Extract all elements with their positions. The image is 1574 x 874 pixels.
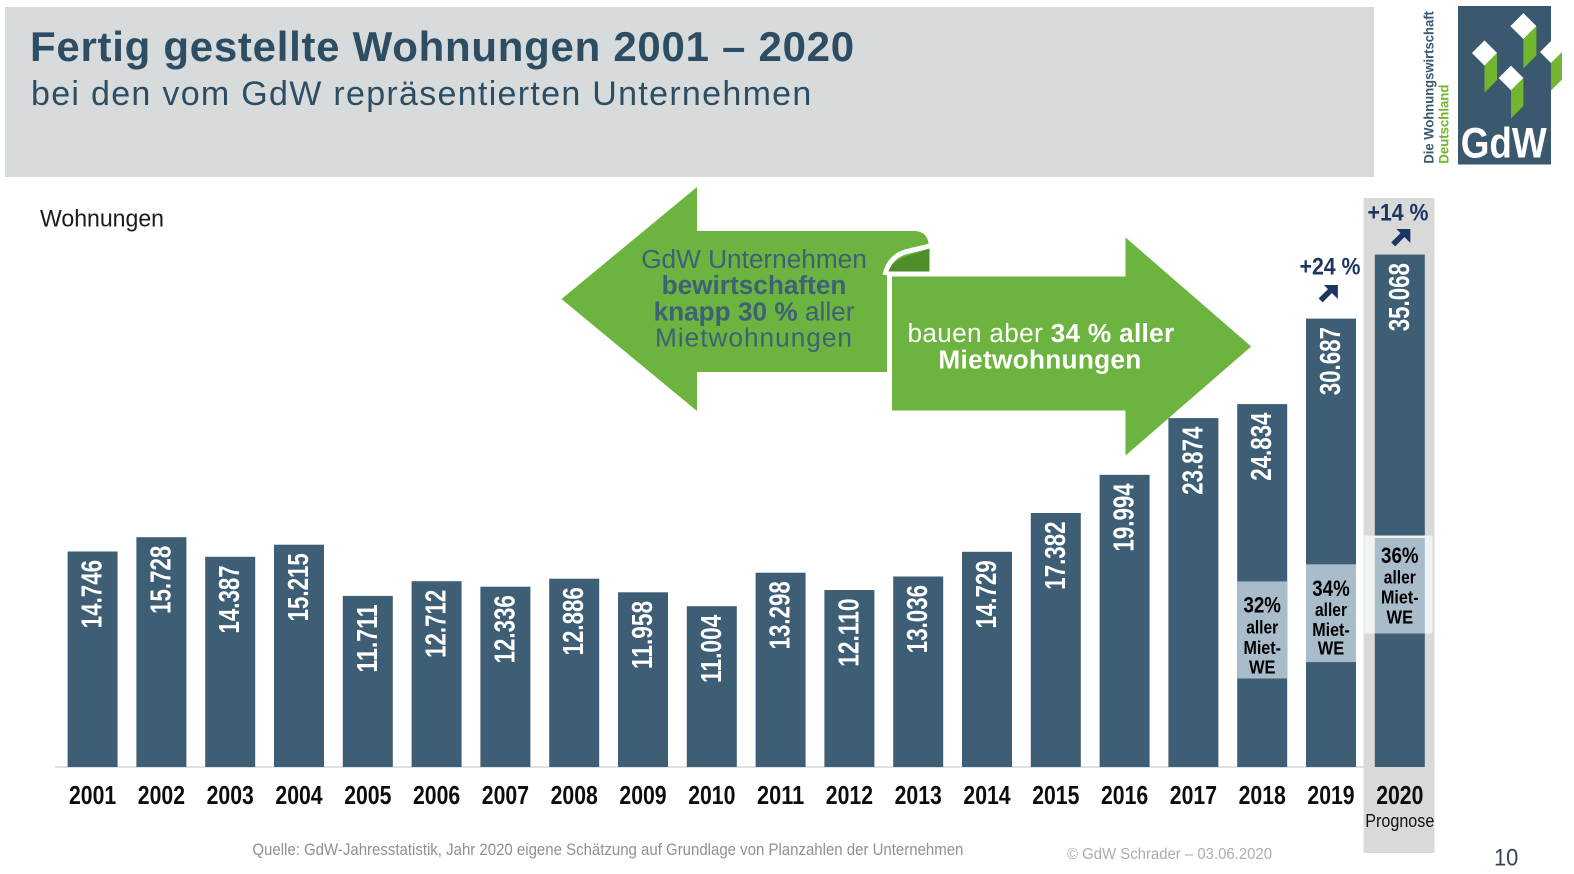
svg-text:2016: 2016 — [1101, 782, 1148, 810]
svg-text:2003: 2003 — [207, 782, 254, 810]
svg-text:30.687: 30.687 — [1315, 327, 1347, 395]
svg-text:12.336: 12.336 — [489, 595, 521, 663]
svg-text:GdW: GdW — [1461, 121, 1548, 168]
svg-text:19.994: 19.994 — [1109, 483, 1141, 551]
svg-text:Die Wohnungswirtschaft: Die Wohnungswirtschaft — [1422, 11, 1437, 164]
svg-text:Miet-: Miet- — [1243, 638, 1281, 658]
svg-text:14.387: 14.387 — [214, 565, 246, 633]
svg-text:2020: 2020 — [1376, 782, 1423, 810]
svg-text:14.746: 14.746 — [77, 560, 109, 628]
svg-text:aller: aller — [1384, 568, 1416, 588]
svg-text:10: 10 — [1494, 844, 1518, 871]
svg-text:2014: 2014 — [963, 782, 1011, 810]
svg-text:Mietwohnungen: Mietwohnungen — [655, 323, 853, 353]
svg-text:2013: 2013 — [895, 782, 942, 810]
svg-text:Miet-: Miet- — [1381, 588, 1419, 608]
svg-text:Wohnungen: Wohnungen — [40, 206, 164, 233]
svg-text:2008: 2008 — [551, 782, 598, 810]
svg-text:2004: 2004 — [275, 782, 323, 810]
svg-text:Deutschland: Deutschland — [1437, 85, 1452, 164]
svg-text:Quelle: GdW-Jahresstatistik, J: Quelle: GdW-Jahresstatistik, Jahr 2020 e… — [252, 841, 963, 859]
svg-text:34%: 34% — [1312, 576, 1350, 601]
svg-text:36%: 36% — [1381, 543, 1419, 568]
svg-text:WE: WE — [1249, 658, 1276, 678]
svg-text:2006: 2006 — [413, 782, 460, 810]
svg-text:2015: 2015 — [1032, 782, 1079, 810]
svg-text:12.110: 12.110 — [833, 599, 865, 667]
svg-text:11.958: 11.958 — [627, 601, 659, 669]
svg-text:© GdW Schrader – 03.06.2020: © GdW Schrader – 03.06.2020 — [1067, 846, 1272, 863]
svg-text:WE: WE — [1387, 608, 1414, 628]
svg-text:knapp 30 % aller: knapp 30 % aller — [654, 296, 855, 326]
svg-text:11.711: 11.711 — [352, 604, 384, 672]
svg-text:+24 %: +24 % — [1300, 253, 1361, 280]
svg-text:+14 %: +14 % — [1368, 200, 1429, 227]
svg-text:2011: 2011 — [757, 782, 804, 810]
svg-text:2009: 2009 — [619, 782, 666, 810]
svg-text:11.004: 11.004 — [696, 615, 728, 683]
svg-text:15.215: 15.215 — [283, 553, 315, 621]
svg-text:13.036: 13.036 — [902, 585, 934, 653]
svg-text:35.068: 35.068 — [1384, 263, 1416, 331]
svg-text:23.874: 23.874 — [1177, 426, 1209, 494]
svg-text:2017: 2017 — [1170, 782, 1217, 810]
svg-text:2018: 2018 — [1239, 782, 1286, 810]
svg-text:32%: 32% — [1243, 593, 1281, 618]
svg-text:2012: 2012 — [826, 782, 873, 810]
svg-text:2005: 2005 — [344, 782, 391, 810]
svg-text:14.729: 14.729 — [971, 560, 1003, 628]
svg-text:aller: aller — [1315, 600, 1347, 620]
svg-text:24.834: 24.834 — [1246, 412, 1278, 480]
svg-text:Miet-: Miet- — [1312, 620, 1350, 640]
svg-text:17.382: 17.382 — [1040, 522, 1072, 590]
svg-text:2007: 2007 — [482, 782, 529, 810]
svg-text:12.886: 12.886 — [558, 587, 590, 655]
svg-text:2002: 2002 — [138, 782, 185, 810]
svg-text:bauen aber 34 % aller: bauen aber 34 % aller — [908, 318, 1175, 348]
svg-text:aller: aller — [1246, 618, 1278, 638]
svg-text:bewirtschaften: bewirtschaften — [662, 270, 847, 300]
svg-text:GdW Unternehmen: GdW Unternehmen — [641, 244, 867, 274]
svg-text:Mietwohnungen: Mietwohnungen — [938, 344, 1141, 374]
svg-text:13.298: 13.298 — [765, 581, 797, 649]
svg-text:2001: 2001 — [69, 782, 116, 810]
svg-text:Prognose: Prognose — [1365, 811, 1434, 831]
svg-text:2019: 2019 — [1307, 782, 1354, 810]
svg-text:12.712: 12.712 — [421, 590, 453, 658]
svg-text:15.728: 15.728 — [145, 546, 177, 614]
svg-text:WE: WE — [1318, 639, 1345, 659]
svg-text:2010: 2010 — [688, 782, 735, 810]
